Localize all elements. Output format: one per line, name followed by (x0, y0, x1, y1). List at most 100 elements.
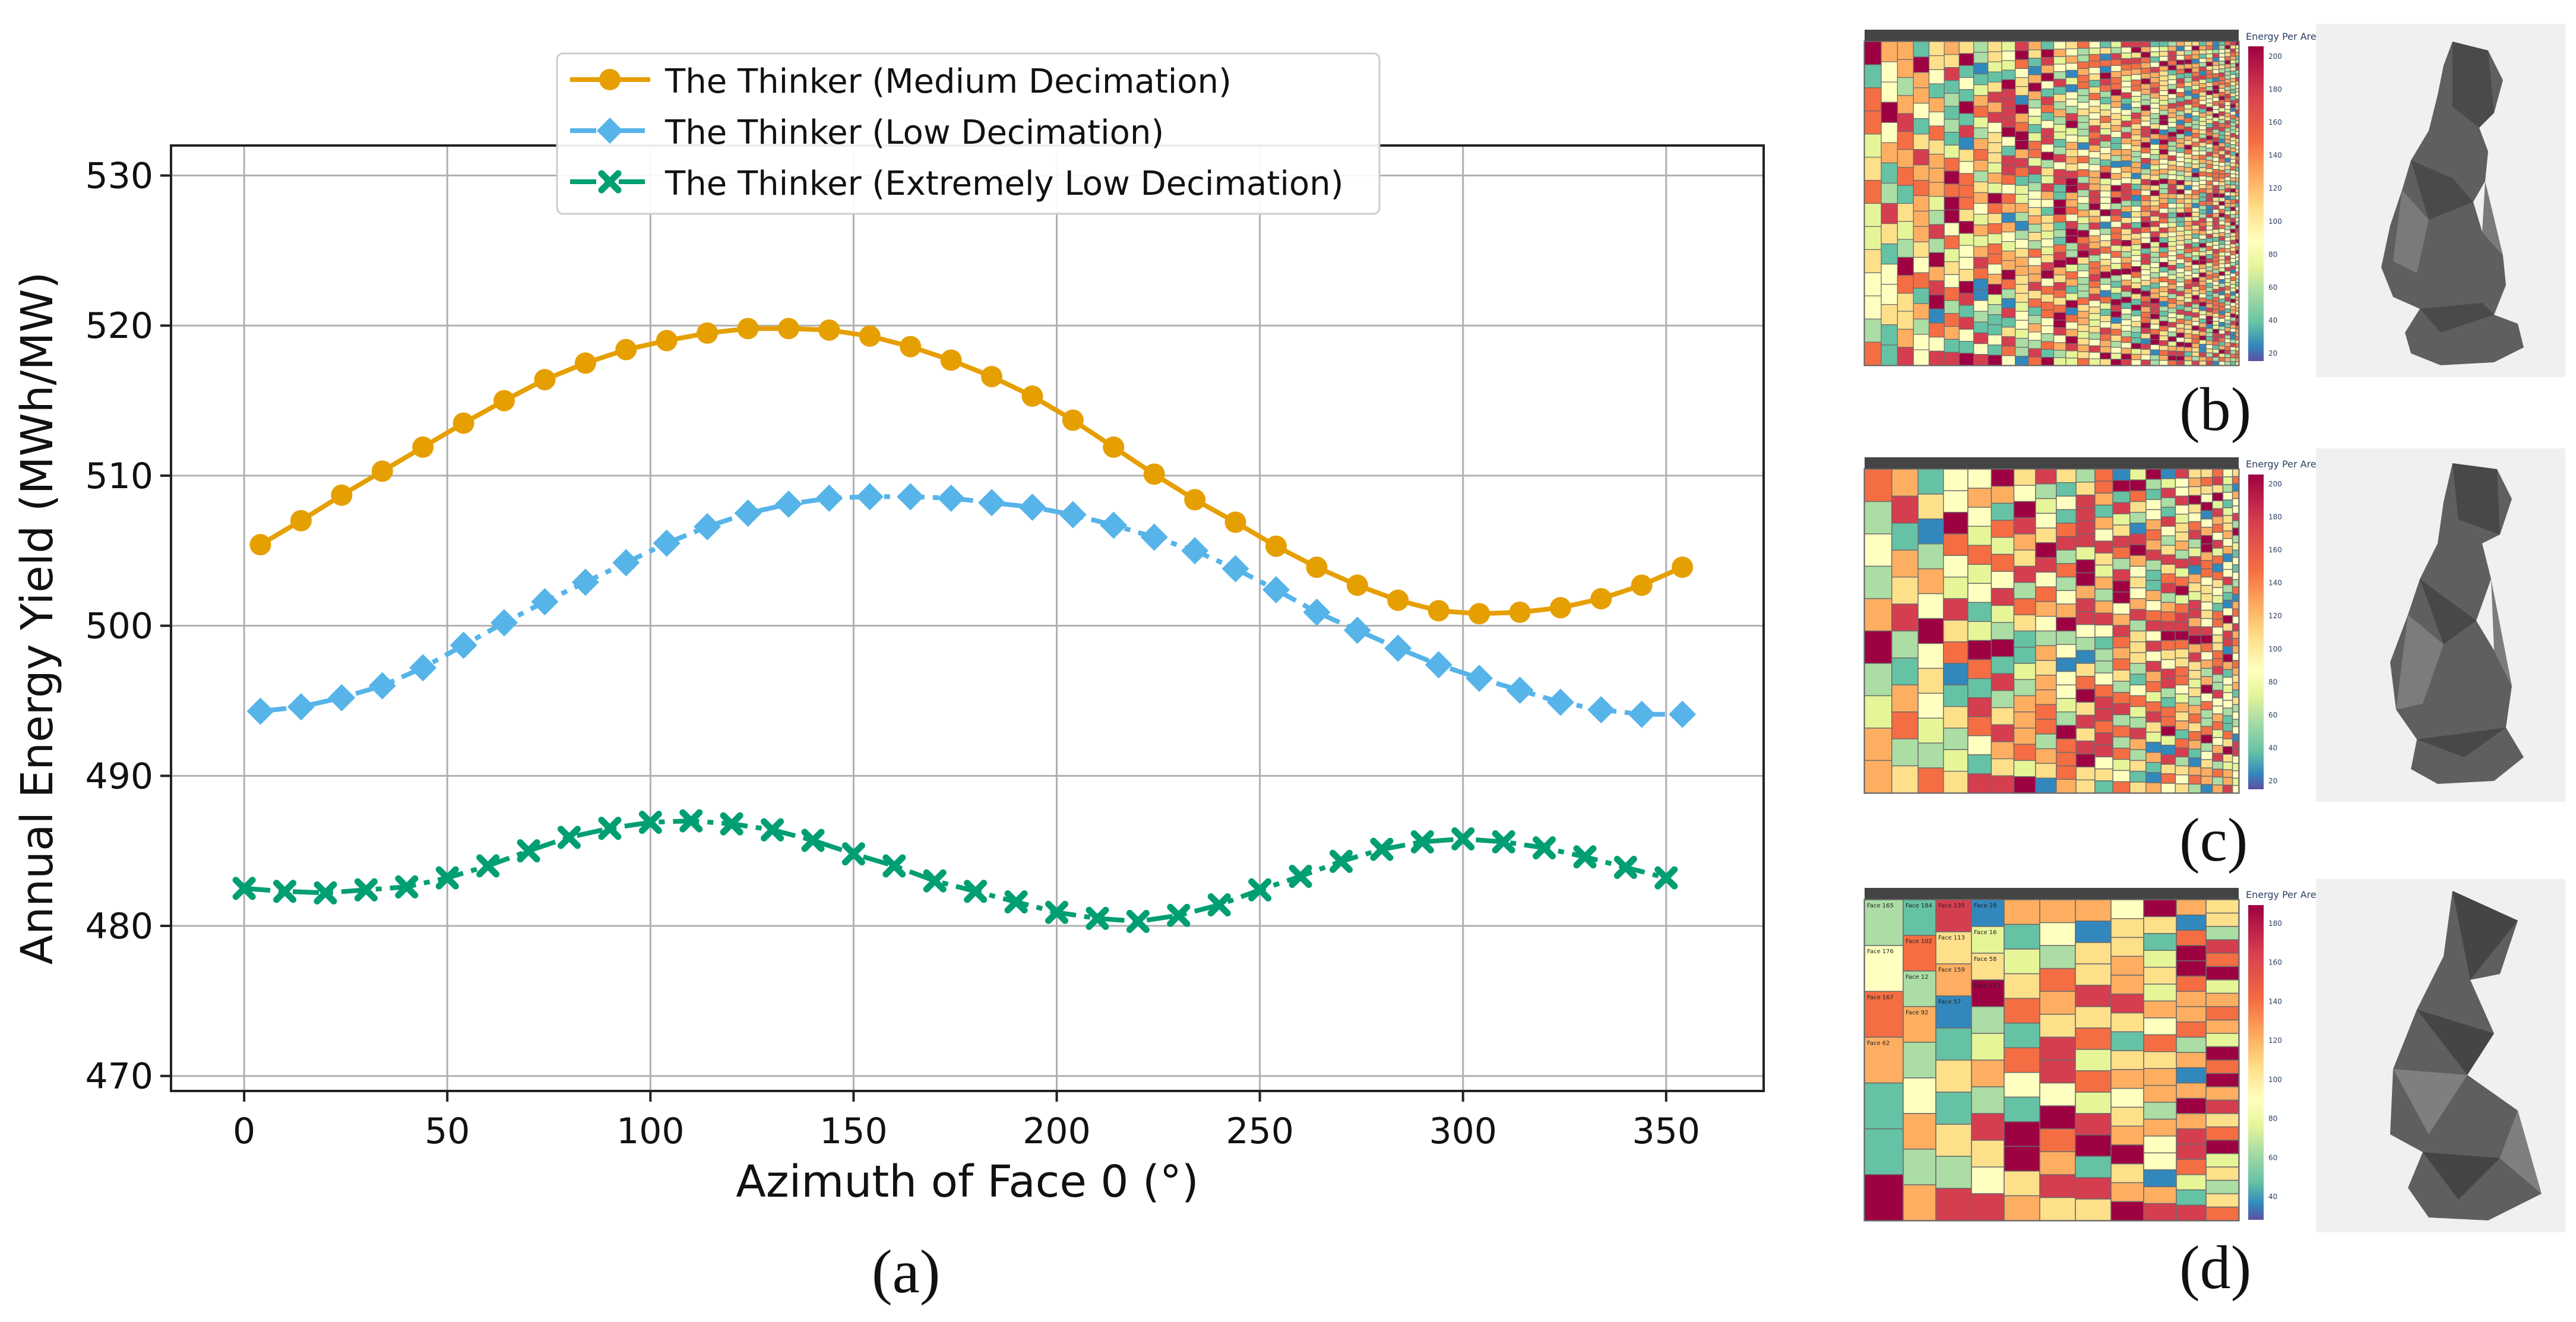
treemap-cell (2175, 469, 2189, 479)
treemap-cell (1988, 112, 2002, 123)
treemap-cell (2150, 231, 2160, 238)
treemap-cell (2232, 542, 2239, 551)
treemap-cell (2100, 116, 2112, 123)
treemap-cell (2028, 99, 2042, 109)
treemap-cell (2222, 622, 2233, 632)
treemap-cell (2100, 315, 2112, 322)
treemap-cell (2219, 173, 2226, 179)
treemap-cell (2131, 173, 2142, 179)
treemap-cell (2235, 88, 2239, 93)
treemap-cell (1944, 132, 1960, 146)
treemap-cell (2053, 334, 2067, 343)
treemap-cell (2150, 277, 2160, 284)
treemap-cell (2183, 59, 2192, 65)
treemap-cell (2110, 71, 2122, 78)
treemap-cell (2110, 185, 2122, 192)
treemap-cell (2167, 207, 2177, 214)
treemap-cell (2230, 258, 2236, 263)
treemap-cell (2075, 572, 2096, 586)
treemap-cell (2188, 670, 2202, 680)
treemap-cell (1973, 214, 1989, 226)
treemap-cell (2110, 167, 2122, 174)
treemap-cell (2028, 66, 2042, 75)
treemap-cell (2100, 78, 2112, 86)
treemap-cell (2001, 317, 2016, 328)
treemap-cell (2088, 93, 2101, 100)
treemap-cell (2065, 127, 2078, 136)
treemap-cell (2191, 163, 2200, 169)
treemap-cell (2188, 565, 2202, 575)
treemap-cell (2191, 124, 2200, 129)
treemap-cell (2212, 81, 2220, 86)
treemap-cell (2219, 103, 2226, 109)
treemap-cell (2224, 203, 2231, 208)
treemap-cell (1967, 640, 1992, 660)
treemap-cell (2176, 175, 2185, 181)
treemap-cell (1864, 1174, 1904, 1221)
treemap-cell (2188, 705, 2202, 715)
treemap-cell (1973, 149, 1989, 161)
treemap-cell (2140, 115, 2151, 122)
y-tick-label: 500 (85, 606, 153, 647)
treemap-cell (1881, 304, 1898, 325)
treemap-cell (1958, 113, 1974, 126)
treemap-cell (1990, 469, 2015, 487)
treemap-cell (2205, 1086, 2239, 1101)
treemap-cell (2140, 41, 2151, 48)
treemap-cell (2205, 250, 2213, 255)
treemap-cell (2198, 327, 2207, 332)
treemap-cell (1943, 684, 1969, 707)
treemap-cell (2230, 93, 2236, 97)
treemap-cell (2200, 676, 2213, 686)
treemap-cell (2230, 151, 2236, 156)
treemap-c-cells (1864, 469, 2239, 793)
treemap-cell (2065, 84, 2078, 93)
treemap-cell (1944, 197, 1960, 211)
treemap-cell (2088, 157, 2101, 165)
treemap-cell (1973, 203, 1989, 215)
treemap-cell (2150, 272, 2160, 279)
treemap-cell (2219, 295, 2226, 299)
treemap-cell (2230, 133, 2236, 138)
treemap-cell (2121, 75, 2132, 82)
treemap-cell (2183, 68, 2192, 74)
treemap-cell (2176, 929, 2207, 946)
treemap-cell (2219, 158, 2226, 163)
treemap-cell (1864, 272, 1882, 296)
colorbar-tick-label: 120 (2268, 184, 2282, 192)
treemap-cell (2200, 518, 2213, 528)
treemap-cell (2219, 243, 2226, 249)
data-point-medium (1346, 574, 1368, 596)
treemap-cell (2129, 652, 2147, 664)
data-point-extremely-low (1654, 866, 1678, 890)
treemap-cell (2001, 346, 2016, 356)
treemap-cell (2200, 684, 2213, 694)
treemap-cell (2094, 709, 2113, 722)
treemap-cell (2131, 90, 2142, 97)
treemap-cell (2039, 1036, 2076, 1061)
treemap-cell (2232, 741, 2239, 749)
treemap-cell (2205, 356, 2213, 362)
treemap-cell (2013, 614, 2036, 632)
treemap-cell (2191, 207, 2200, 213)
treemap-cell (2150, 67, 2160, 73)
treemap-cell (1988, 203, 2002, 214)
treemap-cell (2088, 54, 2101, 62)
treemap-cell (2015, 68, 2029, 78)
treemap-cell (2212, 328, 2220, 334)
treemap-cell (2150, 56, 2160, 63)
treemap-cell (2129, 770, 2147, 783)
treemap-cell (2198, 146, 2207, 151)
treemap-cell (2198, 209, 2207, 214)
treemap-cell (1891, 765, 1919, 793)
treemap-cell (2224, 218, 2231, 223)
treemap-cell (2143, 1136, 2177, 1154)
treemap-cell (2205, 291, 2213, 296)
treemap-cell (2176, 305, 2185, 311)
treemap-cell (2039, 1174, 2076, 1198)
treemap-cell (2131, 299, 2142, 305)
treemap-cell (2015, 293, 2029, 303)
treemap-cell (2088, 112, 2101, 120)
treemap-cell (2077, 236, 2090, 245)
